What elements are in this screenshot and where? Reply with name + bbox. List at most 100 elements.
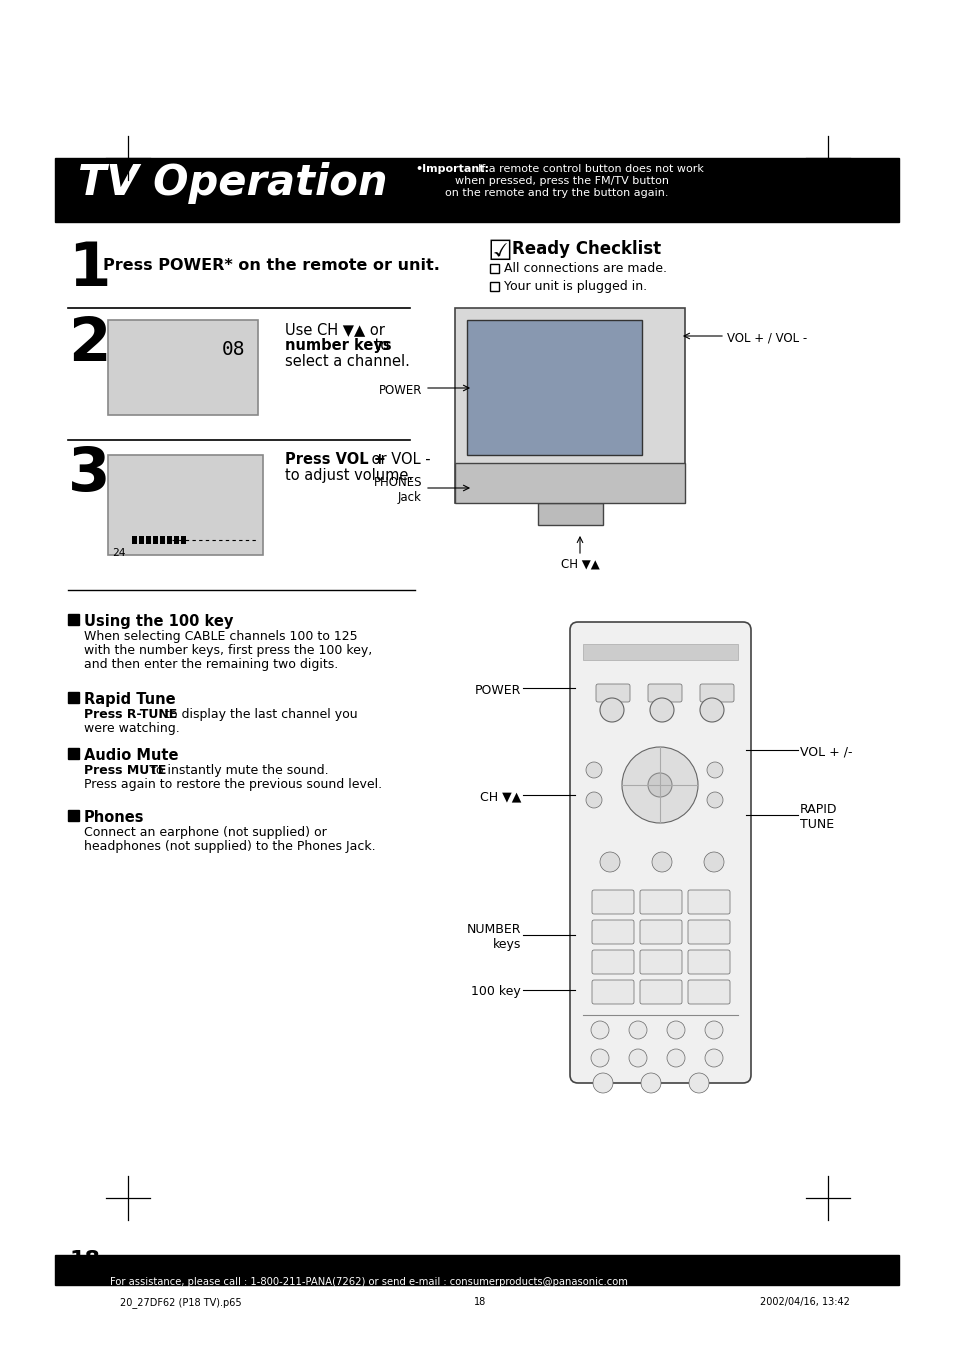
Text: CH ▼▲: CH ▼▲ (479, 790, 520, 804)
Bar (68, 811, 79, 821)
Bar (490, 282, 498, 290)
Bar (167, 536, 172, 544)
Text: 18: 18 (70, 1250, 101, 1270)
Text: Ready Checklist: Ready Checklist (512, 240, 660, 258)
Text: NUMBER
keys: NUMBER keys (466, 923, 520, 951)
Text: number keys: number keys (285, 338, 392, 353)
Bar (537, 503, 602, 526)
FancyBboxPatch shape (592, 979, 634, 1004)
Text: 3: 3 (68, 444, 111, 504)
Text: All connections are made.: All connections are made. (503, 262, 666, 276)
Text: 2002/04/16, 13:42: 2002/04/16, 13:42 (760, 1297, 849, 1306)
Text: 18: 18 (474, 1297, 486, 1306)
Text: When selecting CABLE channels 100 to 125: When selecting CABLE channels 100 to 125 (84, 630, 357, 643)
FancyBboxPatch shape (592, 950, 634, 974)
Bar (582, 644, 738, 661)
Text: 1: 1 (68, 240, 111, 299)
Text: Connect an earphone (not supplied) or: Connect an earphone (not supplied) or (84, 825, 327, 839)
FancyBboxPatch shape (700, 684, 733, 703)
Text: Audio Mute: Audio Mute (84, 748, 178, 763)
Text: when pressed, press the FM/TV button: when pressed, press the FM/TV button (455, 176, 668, 186)
Circle shape (593, 1073, 613, 1093)
Circle shape (704, 1048, 722, 1067)
Text: 2: 2 (68, 315, 111, 374)
Text: Press POWER* on the remote or unit.: Press POWER* on the remote or unit. (103, 258, 439, 273)
Circle shape (703, 852, 723, 871)
Text: PHONES
Jack: PHONES Jack (374, 476, 421, 504)
Text: POWER: POWER (378, 384, 421, 396)
Bar (108, 320, 257, 415)
Text: RAPID
TUNE: RAPID TUNE (800, 802, 837, 831)
Circle shape (700, 698, 723, 721)
Circle shape (666, 1048, 684, 1067)
FancyBboxPatch shape (647, 684, 681, 703)
Text: For assistance, please call : 1-800-211-PANA(7262) or send e-mail : consumerprod: For assistance, please call : 1-800-211-… (110, 1277, 627, 1288)
Circle shape (585, 792, 601, 808)
Bar (152, 536, 158, 544)
Text: VOL + / VOL -: VOL + / VOL - (726, 331, 806, 345)
FancyBboxPatch shape (639, 950, 681, 974)
Bar (455, 463, 684, 503)
Bar (55, 158, 898, 222)
Bar (181, 536, 186, 544)
Text: to instantly mute the sound.: to instantly mute the sound. (147, 765, 328, 777)
Circle shape (666, 1021, 684, 1039)
Circle shape (649, 698, 673, 721)
Circle shape (647, 773, 671, 797)
Bar (160, 536, 165, 544)
Text: or VOL -: or VOL - (367, 453, 430, 467)
Bar (490, 263, 498, 273)
Text: Press R-TUNE: Press R-TUNE (84, 708, 177, 721)
Bar (68, 748, 79, 759)
FancyBboxPatch shape (639, 890, 681, 915)
Text: Use CH ▼▲ or: Use CH ▼▲ or (285, 322, 384, 336)
Circle shape (590, 1048, 608, 1067)
Circle shape (628, 1021, 646, 1039)
Text: CH ▼▲: CH ▼▲ (560, 558, 598, 571)
FancyBboxPatch shape (592, 920, 634, 944)
Text: were watching.: were watching. (84, 721, 179, 735)
Circle shape (628, 1048, 646, 1067)
FancyBboxPatch shape (569, 621, 750, 1084)
Text: If a remote control button does not work: If a remote control button does not work (477, 163, 703, 174)
Text: with the number keys, first press the 100 key,: with the number keys, first press the 10… (84, 644, 372, 657)
FancyBboxPatch shape (596, 684, 629, 703)
Circle shape (704, 1021, 722, 1039)
Text: •Important:: •Important: (415, 163, 489, 174)
Text: 08: 08 (221, 340, 245, 359)
Text: Rapid Tune: Rapid Tune (84, 692, 175, 707)
Bar (173, 536, 179, 544)
Circle shape (585, 762, 601, 778)
FancyBboxPatch shape (455, 308, 684, 503)
Circle shape (640, 1073, 660, 1093)
Text: Phones: Phones (84, 811, 144, 825)
Text: Press again to restore the previous sound level.: Press again to restore the previous soun… (84, 778, 382, 790)
FancyBboxPatch shape (592, 890, 634, 915)
Text: select a channel.: select a channel. (285, 354, 410, 369)
Bar (467, 320, 641, 455)
Bar (68, 613, 79, 626)
Circle shape (599, 852, 619, 871)
Text: 20_27DF62 (P18 TV).p65: 20_27DF62 (P18 TV).p65 (120, 1297, 241, 1308)
Text: TV Operation: TV Operation (78, 162, 387, 204)
Bar (132, 536, 137, 544)
Text: to display the last channel you: to display the last channel you (161, 708, 357, 721)
Text: VOL + /-: VOL + /- (800, 746, 852, 758)
FancyBboxPatch shape (687, 890, 729, 915)
Text: Using the 100 key: Using the 100 key (84, 613, 233, 630)
FancyBboxPatch shape (639, 920, 681, 944)
Circle shape (599, 698, 623, 721)
Circle shape (621, 747, 698, 823)
Text: on the remote and try the button again.: on the remote and try the button again. (444, 188, 668, 199)
Text: and then enter the remaining two digits.: and then enter the remaining two digits. (84, 658, 338, 671)
Bar (139, 536, 144, 544)
Text: 100 key: 100 key (471, 985, 520, 998)
FancyBboxPatch shape (687, 920, 729, 944)
Circle shape (688, 1073, 708, 1093)
FancyBboxPatch shape (639, 979, 681, 1004)
Circle shape (590, 1021, 608, 1039)
Bar (108, 455, 263, 555)
Text: to: to (370, 338, 389, 353)
Text: Press MUTE: Press MUTE (84, 765, 166, 777)
Text: to adjust volume.: to adjust volume. (285, 467, 413, 484)
